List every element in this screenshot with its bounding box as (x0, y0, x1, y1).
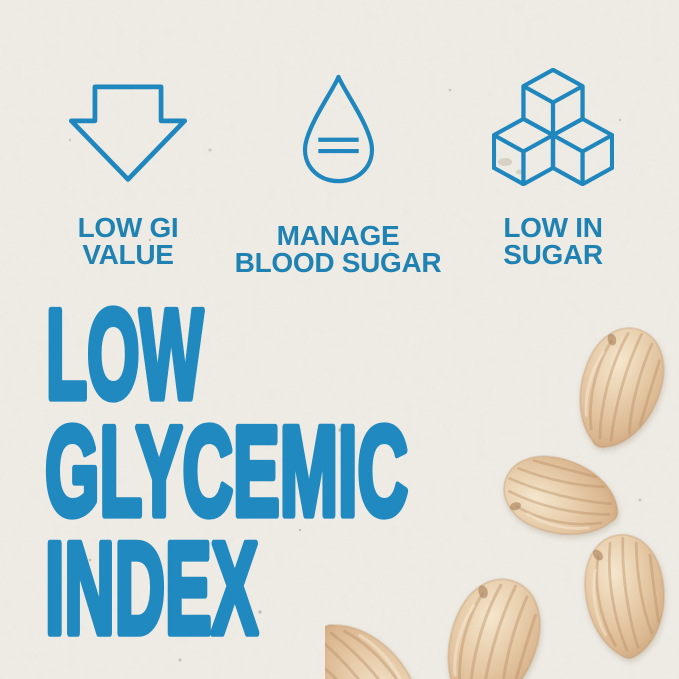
feature-manage-blood-sugar: MANAGE BLOOD SUGAR (235, 61, 442, 276)
feature-label-line: LOW IN (503, 212, 603, 243)
feature-label-line: SUGAR (503, 238, 603, 270)
feature-label-line: MANAGE (276, 220, 400, 251)
feature-label-line: VALUE (82, 238, 174, 270)
sugar-cubes-icon (492, 61, 614, 186)
headline-low-glycemic-index: LOW GLYCEMIC INDEX (42, 293, 411, 663)
feature-label-manage-blood-sugar: MANAGE BLOOD SUGAR (234, 220, 442, 278)
feature-label-line: LOW GI (77, 212, 179, 243)
almond (560, 315, 679, 462)
feature-low-gi-value: LOW GI VALUE (30, 61, 226, 268)
headline-line-3: INDEX (45, 515, 258, 661)
feature-label-low-in-sugar: LOW IN SUGAR (503, 212, 603, 270)
almond (493, 442, 630, 552)
feature-low-in-sugar: LOW IN SUGAR (457, 61, 649, 268)
feature-label-low-gi-value: LOW GI VALUE (77, 212, 179, 270)
almond (580, 530, 670, 663)
droplet-equals-icon (300, 61, 377, 194)
feature-label-line: BLOOD SUGAR (234, 246, 442, 278)
down-arrow-icon (66, 61, 190, 186)
